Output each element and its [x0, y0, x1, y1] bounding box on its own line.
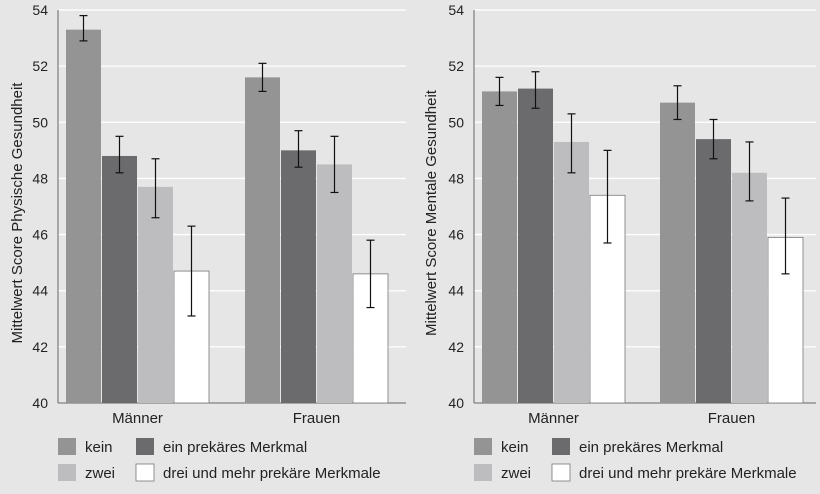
y-tick-label: 40: [32, 395, 48, 411]
x-tick-label: Frauen: [708, 410, 756, 427]
y-tick-label: 50: [32, 114, 48, 130]
legend-label: drei und mehr prekäre Merkmale: [163, 465, 381, 482]
y-tick-label: 48: [448, 170, 464, 186]
legend-swatch: [474, 464, 492, 481]
panel-mentale-gesundheit: Mittelwert Score Mentale Gesundheit 40 42…: [423, 2, 816, 482]
y-tick-label: 52: [32, 58, 48, 74]
y-tick-label: 42: [32, 339, 48, 355]
panel-physische-gesundheit: Mittelwert Score Physische Gesundheit 40…: [9, 2, 406, 482]
bar: [554, 141, 589, 403]
x-tick-label: Männer: [112, 410, 163, 427]
bar: [732, 172, 767, 403]
legend-swatch: [552, 438, 570, 455]
legend-swatch: [135, 463, 155, 482]
y-axis-label: Mittelwert Score Mentale Gesundheit: [423, 89, 440, 336]
legend-label: ein prekäres Merkmal: [579, 439, 723, 456]
y-tick-label: 52: [448, 58, 464, 74]
bar: [281, 150, 316, 403]
bar: [317, 164, 352, 403]
y-tick-label: 48: [32, 170, 48, 186]
y-tick-label: 40: [448, 395, 464, 411]
legend-label: zwei: [85, 465, 115, 482]
legend-label: ein prekäres Merkmal: [163, 439, 307, 456]
legend-label: drei und mehr prekäre Merkmale: [579, 465, 797, 482]
bar: [660, 102, 695, 403]
y-tick-label: 54: [32, 2, 48, 18]
y-tick-label: 46: [32, 227, 48, 243]
legend-label: kein: [501, 439, 529, 456]
y-tick-label: 46: [448, 227, 464, 243]
y-axis-label: Mittelwert Score Physische Gesundheit: [9, 82, 26, 344]
bar: [696, 139, 731, 403]
y-tick-label: 54: [448, 2, 464, 18]
y-tick-label: 44: [32, 283, 48, 299]
y-tick-label: 50: [448, 114, 464, 130]
x-tick-label: Frauen: [293, 410, 341, 427]
legend-label: zwei: [501, 465, 531, 482]
y-tick-label: 42: [448, 339, 464, 355]
legend-swatch: [58, 464, 76, 481]
bar: [66, 29, 101, 404]
bar: [138, 186, 173, 403]
bar: [245, 77, 280, 403]
legend-swatch: [136, 438, 154, 455]
bar: [482, 91, 517, 404]
bar: [518, 88, 553, 403]
y-tick-label: 44: [448, 283, 464, 299]
bar: [102, 155, 137, 403]
x-tick-label: Männer: [528, 410, 579, 427]
legend-label: kein: [85, 439, 113, 456]
legend-swatch: [551, 463, 571, 482]
legend-swatch: [474, 438, 492, 455]
legend-swatch: [58, 438, 76, 455]
